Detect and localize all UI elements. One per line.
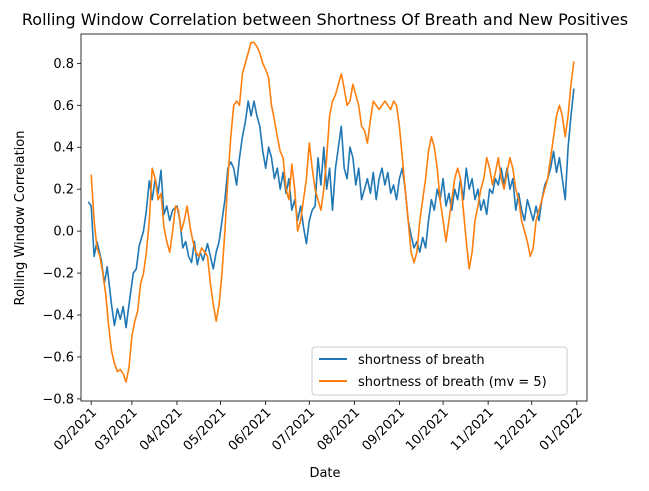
series-line-shortness-of-breath-mv-5 xyxy=(90,41,575,383)
y-tick-label: 0.8 xyxy=(53,57,74,72)
chart-title: Rolling Window Correlation between Short… xyxy=(22,10,628,29)
x-tick-label: 10/2021 xyxy=(403,405,452,454)
y-tick-label: 0.0 xyxy=(53,225,74,240)
legend-label-shortness-of-breath: shortness of breath xyxy=(358,353,485,368)
y-tick-label: −0.8 xyxy=(42,392,74,407)
series-line-shortness-of-breath xyxy=(87,88,575,329)
y-tick-label: −0.4 xyxy=(42,309,74,324)
x-tick-label: 02/2021 xyxy=(51,405,100,454)
y-tick-label: −0.6 xyxy=(42,350,74,365)
legend-box xyxy=(311,346,568,396)
y-tick-label: 0.6 xyxy=(53,99,74,114)
legend: shortness of breath shortness of breath … xyxy=(311,346,568,396)
x-tick-label: 03/2021 xyxy=(92,405,141,454)
y-axis: −0.8 −0.6 −0.4 −0.2 0.0 0.2 0.4 0.6 0.8 xyxy=(42,57,81,407)
legend-label-shortness-of-breath-mv5: shortness of breath (mv = 5) xyxy=(358,375,547,390)
x-axis: 02/202103/202104/202105/202106/202107/20… xyxy=(51,401,586,454)
x-tick-label: 08/2021 xyxy=(314,405,363,454)
x-tick-label: 12/2021 xyxy=(492,405,541,454)
plot-frame xyxy=(80,33,588,402)
x-tick-label: 11/2021 xyxy=(448,405,497,454)
x-tick-label: 07/2021 xyxy=(269,405,318,454)
x-tick-label: 09/2021 xyxy=(359,405,408,454)
plot-background xyxy=(81,34,587,401)
y-tick-label: 0.2 xyxy=(53,183,74,198)
x-tick-label: 05/2021 xyxy=(181,405,230,454)
x-tick-label: 06/2021 xyxy=(226,405,275,454)
y-axis-label: Rolling Window Correlation xyxy=(13,131,28,306)
x-tick-label: 01/2022 xyxy=(537,405,586,454)
y-tick-label: 0.4 xyxy=(53,141,74,156)
series-layer xyxy=(87,41,575,383)
y-tick-label: −0.2 xyxy=(42,267,74,282)
x-tick-label: 04/2021 xyxy=(137,405,186,454)
plot-area xyxy=(80,33,588,402)
x-axis-label: Date xyxy=(309,466,340,481)
